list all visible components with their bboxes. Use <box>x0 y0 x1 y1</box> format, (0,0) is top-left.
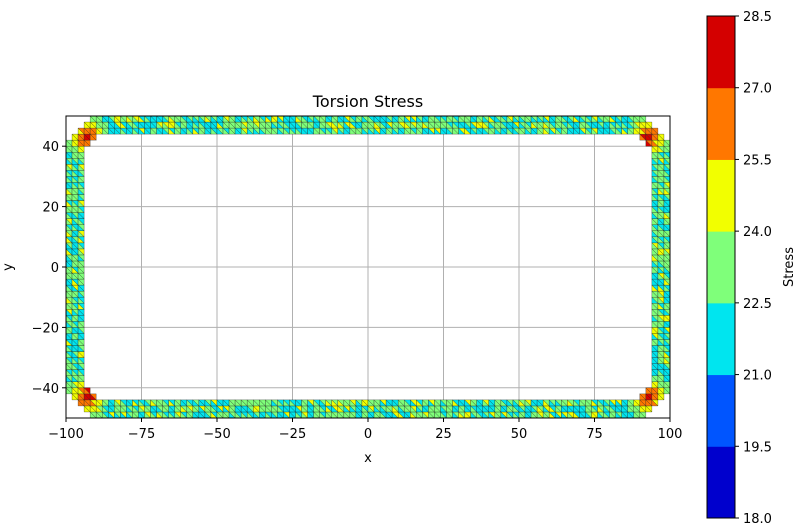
colorbar-segment <box>707 231 735 304</box>
colorbar-tick-label: 19.5 <box>743 440 772 455</box>
x-tick-label: −75 <box>128 427 155 442</box>
x-tick-label: 0 <box>364 427 372 442</box>
x-tick-label: 100 <box>658 427 683 442</box>
y-tick-label: 20 <box>42 201 59 216</box>
colorbar-tick-label: 21.0 <box>743 369 772 384</box>
y-tick-label: 0 <box>51 261 59 276</box>
mesh-element <box>657 133 665 141</box>
colorbar-tick-label: 28.5 <box>743 10 772 25</box>
grid-lines <box>65 116 671 418</box>
mesh-element <box>89 393 97 401</box>
y-tick-label: −20 <box>32 321 59 336</box>
y-axis-ticks: −40 −20 0 20 40 <box>32 140 66 397</box>
colorbar-tick-label: 24.0 <box>743 225 772 240</box>
x-axis-ticks: −100 −75 −50 −25 0 25 50 75 100 <box>48 418 682 442</box>
x-axis-label: x <box>364 451 372 466</box>
mesh-element <box>645 121 653 129</box>
y-tick-label: −40 <box>32 382 59 397</box>
x-tick-label: 25 <box>435 427 452 442</box>
x-tick-label: −50 <box>203 427 230 442</box>
colorbar-tick-label: 22.5 <box>743 297 772 312</box>
mesh-element <box>663 140 670 147</box>
colorbar-segment <box>707 446 735 519</box>
colorbar-tick-label: 27.0 <box>743 82 772 97</box>
x-tick-label: −100 <box>48 427 84 442</box>
colorbar-frame <box>706 15 736 519</box>
colorbar: 18.0 19.5 21.0 22.5 24.0 25.5 27.0 28.5 <box>706 10 772 527</box>
colorbar-segment <box>707 302 735 376</box>
colorbar-tick-label: 25.5 <box>743 153 772 168</box>
y-axis-label: y <box>1 263 16 271</box>
colorbar-segment <box>707 159 735 232</box>
colorbar-segment <box>707 87 735 160</box>
x-tick-label: 50 <box>511 427 528 442</box>
colorbar-segment <box>707 16 735 89</box>
x-tick-label: −25 <box>279 427 306 442</box>
colorbar-label: Stress <box>782 247 797 287</box>
colorbar-segment <box>707 374 735 447</box>
y-tick-label: 40 <box>42 140 59 155</box>
mesh-element <box>639 116 646 123</box>
chart-title: Torsion Stress <box>312 92 423 111</box>
mesh-element <box>83 387 91 395</box>
colorbar-tick-label: 18.0 <box>743 512 772 527</box>
x-tick-label: 75 <box>586 427 603 442</box>
mesh-element <box>651 127 659 135</box>
stress-field <box>66 116 670 418</box>
